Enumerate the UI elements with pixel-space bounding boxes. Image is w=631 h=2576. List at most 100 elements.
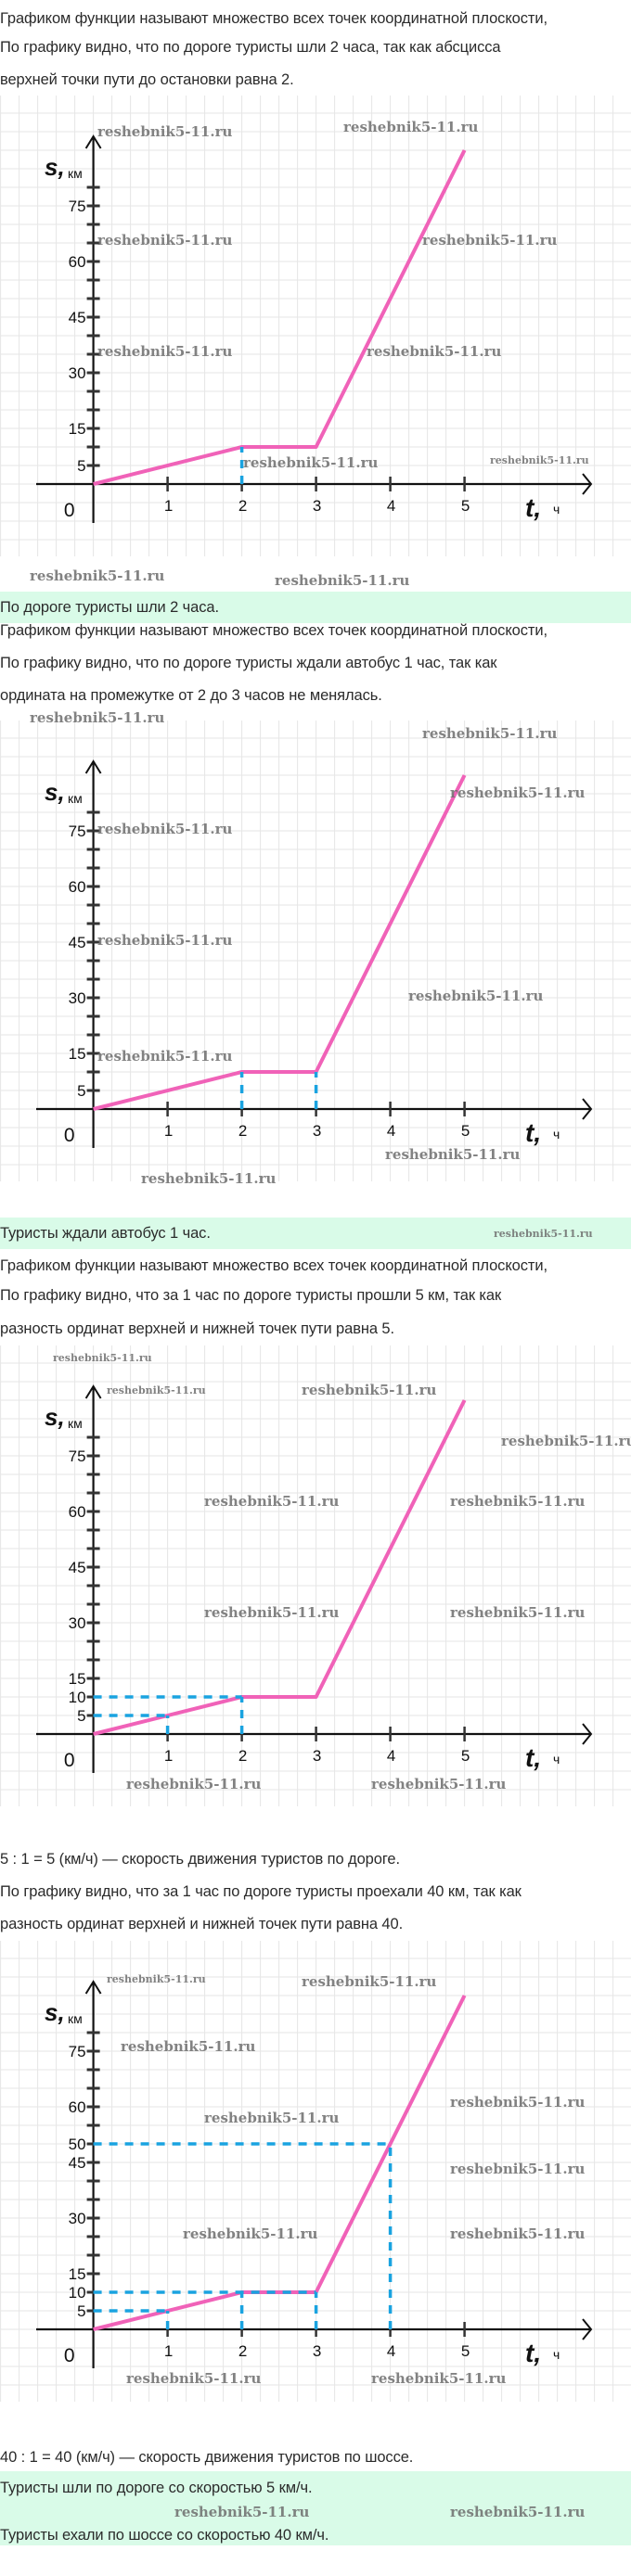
watermark: reshebnik5-11.ru <box>121 2038 256 2055</box>
watermark: reshebnik5-11.ru <box>450 1493 586 1510</box>
watermark: reshebnik5-11.ru <box>367 343 502 360</box>
t-tick-label: 3 <box>313 497 321 515</box>
s-tick-label: 30 <box>69 364 86 382</box>
s-tick-label: 15 <box>69 1670 86 1688</box>
t-axis-unit: ч <box>553 1752 560 1766</box>
t-tick-label: 4 <box>387 2342 395 2360</box>
text-line: По графику видно, что за 1 час по дороге… <box>0 1287 502 1304</box>
s-tick-label: 5 <box>77 457 85 475</box>
watermark: reshebnik5-11.ru <box>107 1384 206 1396</box>
t-tick-label: 4 <box>387 1122 395 1140</box>
s-tick-label: 60 <box>69 253 86 271</box>
watermark: reshebnik5-11.ru <box>371 2370 507 2387</box>
watermark: reshebnik5-11.ru <box>302 1973 437 1990</box>
s-axis-unit: км <box>68 166 83 181</box>
s-tick-label: 5 <box>77 1082 85 1100</box>
watermark: reshebnik5-11.ru <box>107 1973 206 1985</box>
t-axis-arrow-icon <box>582 1098 593 1120</box>
t-tick-label: 5 <box>461 2342 470 2360</box>
s-tick-label: 45 <box>69 934 86 951</box>
watermark: reshebnik5-11.ru <box>450 2225 586 2242</box>
watermark: reshebnik5-11.ru <box>97 821 233 837</box>
answer-box: Туристы шли по дороге со скоростью 5 км/… <box>0 2471 631 2545</box>
answer-text: Туристы шли по дороге со скоростью 5 км/… <box>0 2480 313 2496</box>
t-tick-label: 1 <box>164 1747 173 1765</box>
t-tick-label: 4 <box>387 497 395 515</box>
t-axis-label: t, <box>525 2339 541 2367</box>
s-tick-label: 45 <box>69 309 86 326</box>
s-tick-label: 45 <box>69 2154 86 2172</box>
watermark: reshebnik5-11.ru <box>371 1776 507 1792</box>
watermark: reshebnik5-11.ru <box>97 343 233 360</box>
t-tick-label: 1 <box>164 1122 173 1140</box>
watermark: reshebnik5-11.ru <box>275 572 410 589</box>
t-tick-label: 1 <box>164 2342 173 2360</box>
watermark: reshebnik5-11.ru <box>30 709 165 726</box>
s-axis-label: s, <box>45 778 65 806</box>
t-tick-label: 4 <box>387 1747 395 1765</box>
graph-line <box>93 774 467 1111</box>
watermark: reshebnik5-11.ru <box>408 988 544 1004</box>
watermark: reshebnik5-11.ru <box>183 2225 318 2242</box>
s-axis-arrow-icon <box>84 759 102 774</box>
s-axis-arrow-icon <box>84 134 102 149</box>
t-tick-label: 1 <box>164 497 173 515</box>
text-line: Графиком функции называют множество всех… <box>0 622 547 639</box>
t-tick-label: 5 <box>461 1122 470 1140</box>
s-tick-label: 10 <box>69 2284 86 2302</box>
answer-box: По дороге туристы шли 2 часа. <box>0 592 631 623</box>
s-tick-label: 75 <box>69 823 86 840</box>
watermark: reshebnik5-11.ru <box>97 232 233 249</box>
t-tick-label: 2 <box>238 1747 247 1765</box>
watermark: reshebnik5-11.ru <box>494 1228 593 1240</box>
s-tick-label: 15 <box>69 1045 86 1063</box>
watermark: reshebnik5-11.ru <box>204 2110 340 2126</box>
answer-text: Туристы ждали автобус 1 час. <box>0 1225 211 1242</box>
s-axis-label: s, <box>45 153 65 181</box>
s-tick-label: 45 <box>69 1559 86 1576</box>
t-tick-label: 3 <box>313 1122 321 1140</box>
s-tick-label: 60 <box>69 878 86 896</box>
t-tick-label: 2 <box>238 1122 247 1140</box>
watermark: reshebnik5-11.ru <box>343 119 479 135</box>
watermark: reshebnik5-11.ru <box>302 1382 437 1398</box>
t-tick-label: 3 <box>313 2342 321 2360</box>
watermark: reshebnik5-11.ru <box>97 123 233 140</box>
t-tick-label: 3 <box>313 1747 321 1765</box>
s-tick-label: 75 <box>69 198 86 215</box>
watermark: reshebnik5-11.ru <box>450 2094 586 2111</box>
text-line: Графиком функции называют множество всех… <box>0 1257 547 1274</box>
t-tick-label: 2 <box>238 497 247 515</box>
t-axis-arrow-icon <box>582 1723 593 1745</box>
s-tick-label: 5 <box>77 2302 85 2320</box>
t-tick-label: 5 <box>461 497 470 515</box>
s-axis-label: s, <box>45 1403 65 1431</box>
s-axis-unit: км <box>68 791 83 806</box>
text-line: По графику видно, что за 1 час по дороге… <box>0 1883 522 1900</box>
calculation-text: 5 : 1 = 5 (км/ч) — скорость движения тур… <box>0 1851 400 1868</box>
answer-text: По дороге туристы шли 2 часа. <box>0 599 219 616</box>
s-tick-label: 30 <box>69 1614 86 1632</box>
origin-label: 0 <box>64 1125 75 1146</box>
origin-label: 0 <box>64 1750 75 1771</box>
s-axis-arrow-icon <box>84 1384 102 1399</box>
graph-line <box>93 149 467 486</box>
answer-text: Туристы ехали по шоссе со скоростью 40 к… <box>0 2527 329 2544</box>
t-axis-arrow-icon <box>582 2318 593 2340</box>
watermark: reshebnik5-11.ru <box>97 1048 233 1065</box>
s-tick-label: 75 <box>69 2043 86 2060</box>
t-axis-unit: ч <box>553 502 560 516</box>
t-axis-label: t, <box>525 1743 541 1772</box>
watermark: reshebnik5-11.ru <box>204 1493 340 1510</box>
text-line: ордината на промежутке от 2 до 3 часов н… <box>0 687 382 704</box>
s-axis-label: s, <box>45 1998 65 2026</box>
s-tick-label: 5 <box>77 1707 85 1725</box>
watermark: reshebnik5-11.ru <box>204 1604 340 1621</box>
watermark: reshebnik5-11.ru <box>501 1433 631 1449</box>
watermark: reshebnik5-11.ru <box>450 784 586 801</box>
s-tick-label: 15 <box>69 420 86 438</box>
